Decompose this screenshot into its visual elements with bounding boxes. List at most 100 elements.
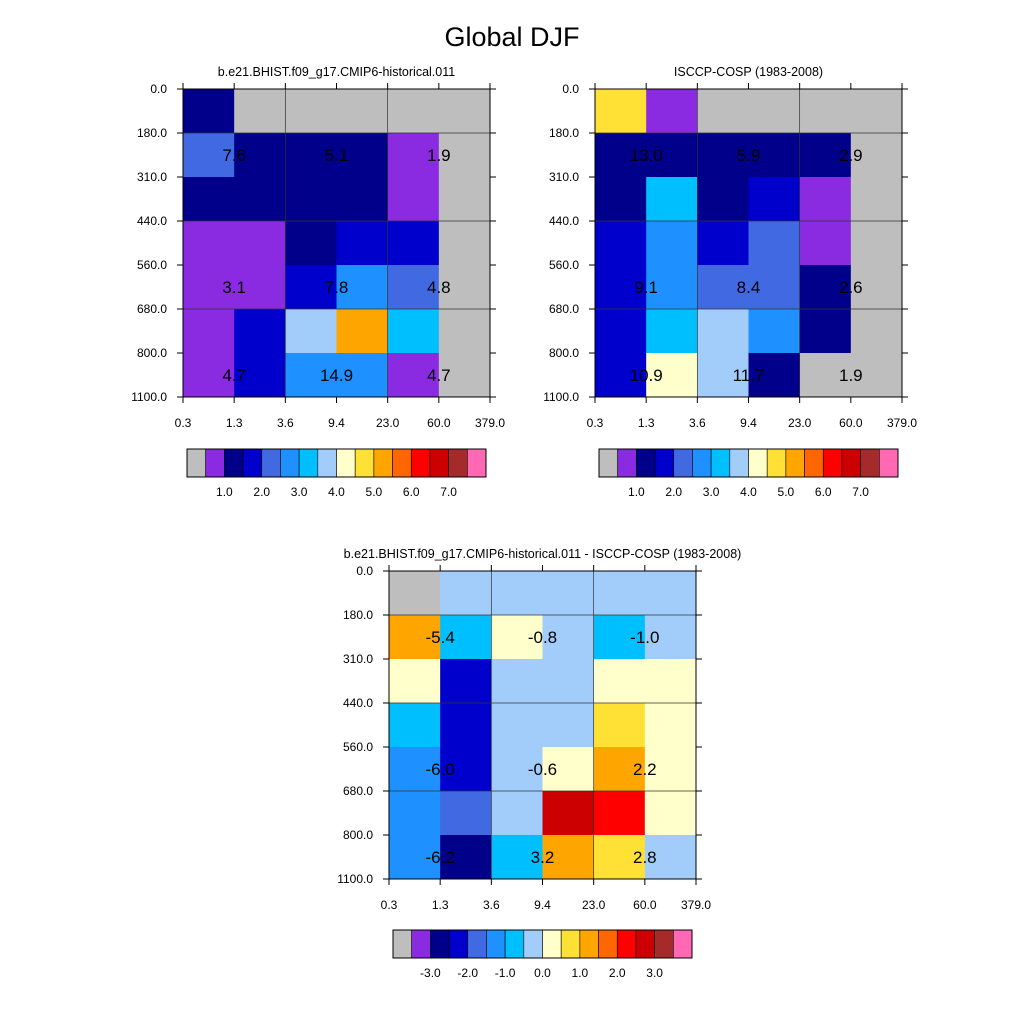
colorbar-swatch	[710, 448, 731, 478]
colorbar-swatch	[448, 929, 469, 959]
heatmap-cell	[440, 835, 492, 880]
heatmap-cell	[748, 177, 801, 222]
y-tick-label: 800.0	[549, 346, 579, 360]
colorbar-label: 3.0	[291, 485, 308, 499]
x-tick-label: 3.6	[483, 898, 500, 912]
heatmap-cell	[644, 659, 697, 704]
heatmap-cell	[542, 703, 595, 748]
heatmap-cell	[183, 133, 235, 178]
panel-title: b.e21.BHIST.f09_g17.CMIP6-historical.011	[218, 65, 455, 79]
heatmap-cell	[389, 659, 441, 704]
colorbar-swatch	[617, 448, 637, 478]
colorbar-label: 2.0	[665, 485, 682, 499]
colorbar-swatch	[785, 448, 805, 478]
heatmap-cell	[491, 659, 543, 704]
data-label: 3.1	[222, 278, 246, 297]
heatmap-cell	[491, 571, 543, 616]
data-label: 13.0	[630, 146, 663, 165]
colorbar-swatch	[748, 448, 768, 478]
y-tick-label: 800.0	[343, 828, 373, 842]
colorbar-swatch	[729, 448, 749, 478]
y-tick-label: 180.0	[137, 126, 167, 140]
data-label: 3.2	[531, 848, 555, 867]
heatmap-cell	[285, 265, 337, 310]
x-tick-label: 9.4	[328, 416, 345, 430]
colorbar-swatch	[692, 448, 712, 478]
y-tick-label: 180.0	[549, 126, 579, 140]
heatmap-cell	[234, 265, 286, 310]
heatmap-cell	[646, 133, 698, 178]
colorbar-swatch	[654, 448, 675, 478]
colorbar-label: 3.0	[703, 485, 720, 499]
heatmap-cell	[183, 89, 235, 134]
x-tick-label: 9.4	[534, 898, 551, 912]
heatmap-cell	[285, 133, 337, 178]
colorbar-swatch	[822, 448, 843, 478]
colorbar-swatch	[841, 448, 861, 478]
heatmap-cell	[593, 791, 646, 836]
colorbar-label: -3.0	[420, 966, 441, 980]
y-tick-label: 800.0	[137, 346, 167, 360]
colorbar-swatch	[654, 929, 674, 959]
colorbar-label: 5.0	[366, 485, 383, 499]
heatmap-cell	[183, 177, 235, 222]
data-label: 7.6	[222, 146, 246, 165]
data-label: 5.1	[325, 146, 349, 165]
heatmap-cell	[646, 89, 698, 134]
colorbar-swatch	[504, 929, 525, 959]
colorbar-swatch	[336, 448, 356, 478]
colorbar-label: -2.0	[457, 966, 478, 980]
heatmap-cell	[234, 309, 286, 354]
x-tick-label: 0.3	[587, 416, 604, 430]
heatmap-cell	[542, 835, 595, 880]
heatmap-cell	[593, 659, 646, 704]
heatmap-cell	[285, 353, 337, 398]
y-tick-label: 0.0	[150, 82, 167, 96]
y-tick-label: 1100.0	[131, 390, 167, 404]
colorbar-frame	[598, 448, 899, 478]
heatmap-cell	[697, 221, 749, 266]
y-tick-label: 680.0	[343, 784, 373, 798]
data-label: 2.6	[839, 278, 863, 297]
heatmap-cell	[387, 89, 440, 134]
heatmap-cell	[646, 221, 698, 266]
colorbar-label: 3.0	[646, 966, 663, 980]
heatmap-cell	[595, 177, 647, 222]
y-tick-label: 440.0	[343, 696, 373, 710]
heatmap-cell	[697, 89, 749, 134]
colorbar-swatch	[523, 929, 543, 959]
heatmap-cell	[850, 353, 903, 398]
x-tick-label: 60.0	[839, 416, 863, 430]
heatmap-cell	[183, 265, 235, 310]
heatmap-cell	[593, 571, 646, 616]
y-tick-label: 440.0	[137, 214, 167, 228]
colorbar-swatch	[860, 448, 880, 478]
y-tick-label: 560.0	[137, 258, 167, 272]
heatmap-cell	[491, 791, 543, 836]
heatmap-cell	[389, 791, 441, 836]
heatmap-cell	[697, 309, 749, 354]
colorbar-swatch	[411, 929, 431, 959]
heatmap-cell	[850, 133, 903, 178]
colorbar-label: 5.0	[778, 485, 795, 499]
colorbar-label: 1.0	[572, 966, 589, 980]
colorbar-swatch	[616, 929, 637, 959]
heatmap-cell	[595, 309, 647, 354]
colorbar-swatch	[280, 448, 300, 478]
data-label: -1.0	[630, 628, 659, 647]
y-tick-label: 680.0	[549, 302, 579, 316]
heatmap-cell	[387, 265, 440, 310]
data-label: -0.8	[528, 628, 557, 647]
heatmap-cell	[850, 177, 903, 222]
colorbar-swatch	[579, 929, 599, 959]
colorbar-swatch	[598, 929, 618, 959]
data-label: -6.0	[426, 760, 455, 779]
heatmap-cell	[593, 703, 646, 748]
heatmap-cell	[234, 89, 286, 134]
heatmap-cell	[799, 265, 852, 310]
heatmap-cell	[799, 177, 852, 222]
heatmap-cell	[542, 659, 595, 704]
colorbar-swatch	[467, 929, 487, 959]
heatmap-cell	[440, 615, 492, 660]
data-label: 2.2	[633, 760, 657, 779]
